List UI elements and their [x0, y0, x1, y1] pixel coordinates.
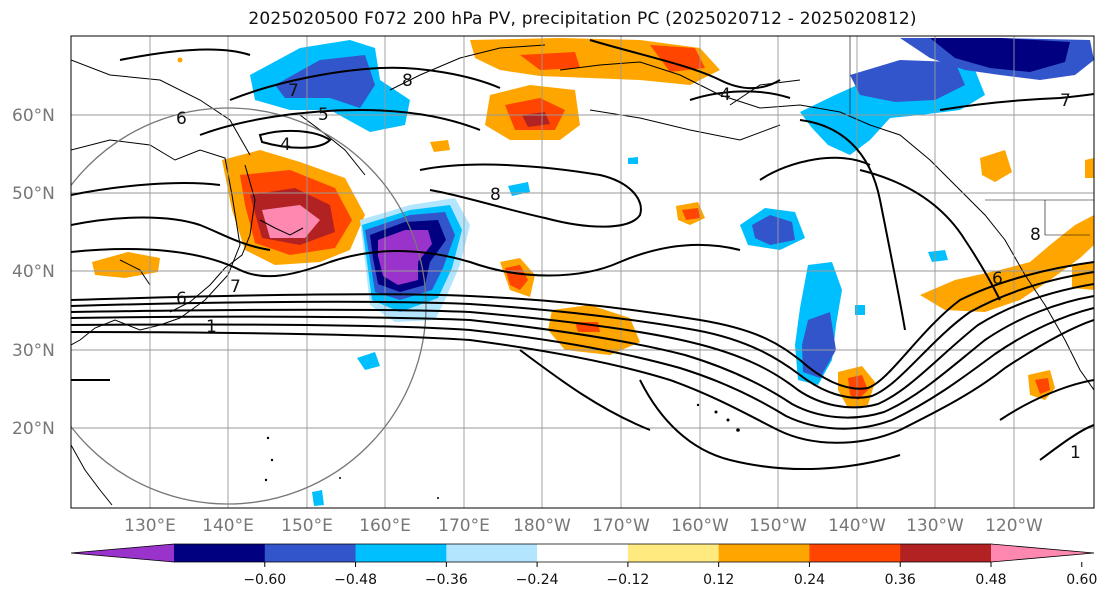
colorbar-segment [809, 544, 901, 562]
gridlines [71, 36, 1094, 508]
lat-label: 30°N [12, 341, 55, 361]
colorbar-segment [718, 544, 810, 562]
contour-labels: 6 7 8 5 4 8 6 7 1 4 8 6 1 7 [176, 71, 1081, 463]
colorbar-arrow-left [71, 544, 174, 562]
pv-contours [71, 39, 1094, 471]
lon-label: 180°W [513, 516, 571, 536]
contour-label: 5 [318, 105, 329, 125]
lat-label: 40°N [12, 262, 55, 282]
lon-label: 140°E [202, 516, 254, 536]
contour-label: 8 [402, 71, 413, 91]
lon-label: 120°W [985, 516, 1043, 536]
contour-label: 7 [230, 277, 241, 297]
contour-label: 1 [1070, 443, 1081, 463]
contour-label: 4 [280, 135, 291, 155]
colorbar-tick-label: 0.60 [1066, 572, 1097, 588]
lon-label: 150°W [749, 516, 807, 536]
colorbar-tick-label: −0.12 [606, 572, 649, 588]
lat-label: 20°N [12, 419, 55, 439]
colorbar-tick-label: 0.36 [885, 572, 916, 588]
contour-label: 7 [288, 81, 299, 101]
colorbar-ticks: −0.60 −0.48 −0.36 −0.24 −0.12 0.12 0.24 0.36 0.4… [243, 562, 1097, 588]
colorbar-tick-label: 0.48 [975, 572, 1006, 588]
colorbar-segment [264, 544, 357, 562]
colorbar-tick-label: −0.60 [243, 572, 286, 588]
lon-label: 130°W [906, 516, 964, 536]
precip-shading [92, 38, 1094, 506]
colorbar-tick-label: 0.24 [794, 572, 825, 588]
map-title: 2025020500 F072 200 hPa PV, precipitatio… [248, 9, 917, 29]
contour-label: 6 [992, 269, 1003, 289]
lon-label: 160°E [359, 516, 411, 536]
map-frame [70, 35, 1095, 509]
colorbar-tick-label: −0.36 [425, 572, 468, 588]
contour-label: 6 [176, 109, 187, 129]
reference-circle [71, 107, 427, 505]
lon-label: 160°W [671, 516, 729, 536]
lon-label: 140°W [828, 516, 886, 536]
colorbar-segment [627, 544, 720, 562]
lon-label: 150°E [281, 516, 333, 536]
lon-label: 170°W [592, 516, 650, 536]
colorbar-arrow-right [991, 544, 1094, 562]
contour-label: 4 [720, 85, 731, 105]
colorbar-segment [900, 544, 992, 562]
lat-label: 60°N [12, 106, 55, 126]
contour-label: 8 [1030, 225, 1041, 245]
colorbar-tick-label: −0.48 [334, 572, 377, 588]
lon-label: 170°E [438, 516, 490, 536]
colorbar-outline [70, 543, 1095, 563]
colorbar-tick-label: −0.24 [516, 572, 559, 588]
contour-label: 8 [490, 185, 501, 205]
colorbar [70, 543, 1095, 563]
lon-label: 130°E [124, 516, 176, 536]
contour-label: 7 [1060, 91, 1071, 111]
contour-label: 6 [176, 289, 187, 309]
longitude-labels: 130°E 140°E 150°E 160°E 170°E 180°W 170°… [124, 516, 1043, 536]
colorbar-segment [174, 544, 266, 562]
colorbar-segment [446, 544, 538, 562]
colorbar-segment [537, 544, 629, 562]
latitude-labels: 60°N 50°N 40°N 30°N 20°N [12, 106, 55, 439]
map-content: 6 7 8 5 4 8 6 7 1 4 8 6 1 7 [71, 36, 1094, 508]
lat-label: 50°N [12, 184, 55, 204]
islands [264, 403, 740, 499]
contour-label: 1 [206, 317, 217, 337]
colorbar-segment [355, 544, 447, 562]
colorbar-tick-label: 0.12 [703, 572, 734, 588]
